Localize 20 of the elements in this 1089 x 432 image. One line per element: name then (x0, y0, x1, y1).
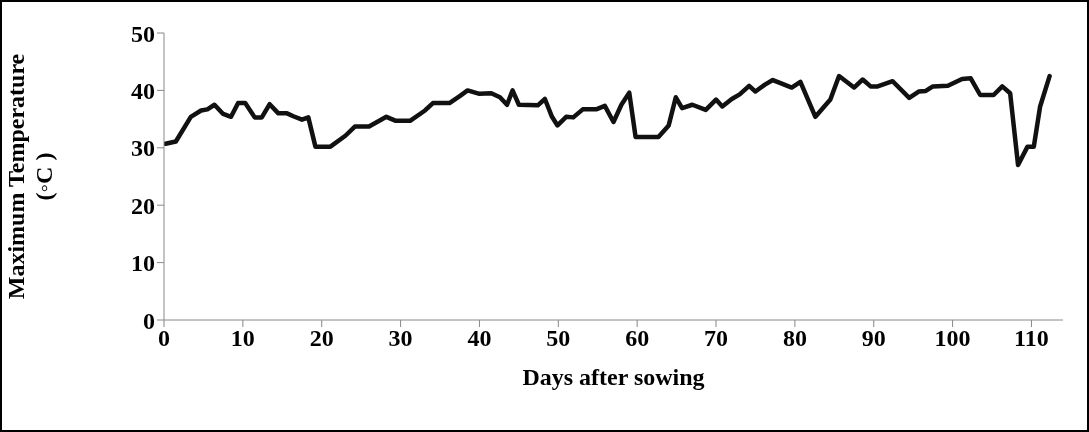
x-tick-label: 40 (467, 325, 492, 352)
x-tick-label: 80 (782, 325, 807, 352)
x-axis-title: Days after sowing (522, 364, 705, 390)
y-tick-label: 10 (131, 250, 155, 277)
line-series (164, 73, 1052, 168)
x-tick-label: 110 (1014, 325, 1049, 352)
x-tick-label: 60 (625, 325, 650, 352)
x-tick-label: 90 (861, 325, 886, 352)
y-tick-label: 0 (143, 307, 155, 334)
x-tick-label: 10 (230, 325, 255, 352)
y-tick-label: 40 (131, 77, 155, 104)
x-tick-label: 20 (309, 325, 334, 352)
x-tick-label: 100 (934, 325, 971, 352)
y-tick-label: 30 (131, 135, 155, 162)
y-tick-label: 20 (131, 192, 155, 219)
x-tick-label: 70 (704, 325, 729, 352)
x-tick-label: 50 (546, 325, 571, 352)
x-tick-label: 30 (388, 325, 413, 352)
y-tick-label: 50 (131, 20, 155, 47)
y-axis-title: Maximum Temperature (◦C ) (3, 53, 57, 300)
